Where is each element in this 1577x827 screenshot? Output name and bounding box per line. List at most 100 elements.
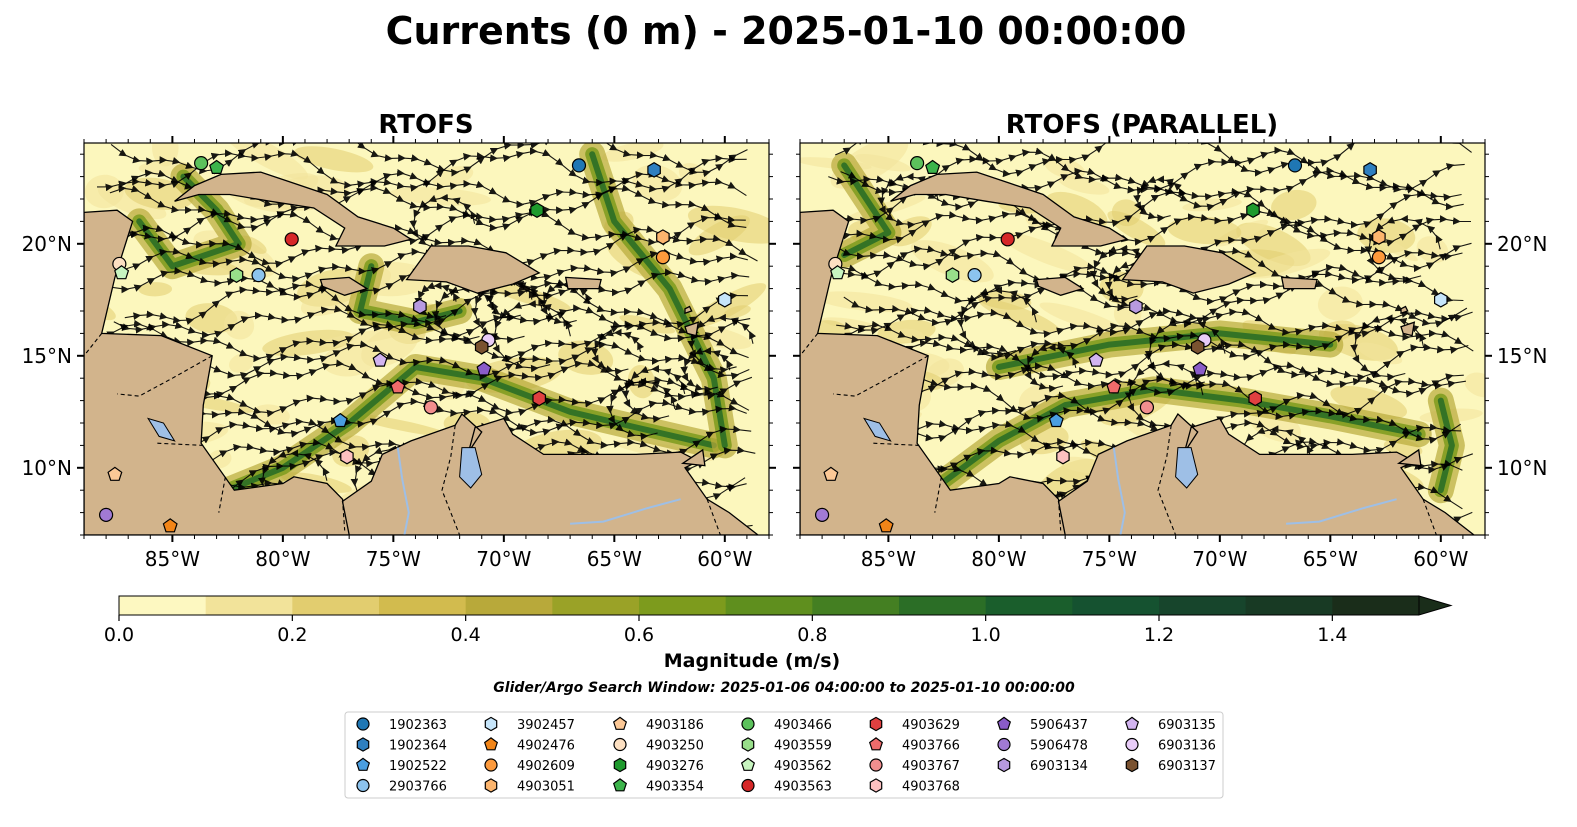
float-marker-4903768 xyxy=(1056,448,1070,465)
lon-tick-label: 75°W xyxy=(1082,547,1137,571)
legend-label: 6903137 xyxy=(1158,759,1216,774)
map-panel-rtofs: 85°W 80°W 75°W 70°W 65°W 60°W 10°N 15°N 20°N xyxy=(22,136,776,571)
lake-polygon xyxy=(146,417,176,442)
float-marker-1902522 xyxy=(332,412,348,428)
colorbar-frame xyxy=(118,595,1419,616)
float-marker-4903276 xyxy=(1246,202,1260,218)
float-marker-4902476 xyxy=(878,518,894,533)
figure-title: Currents (0 m) - 2025-01-10 00:00:00 xyxy=(386,9,1187,53)
colorbar-segment xyxy=(812,596,900,615)
legend-marker-4903629 xyxy=(869,716,883,732)
float-marker-4903766 xyxy=(1106,379,1122,394)
legend-marker-3902457 xyxy=(484,716,498,732)
float-marker-5906478 xyxy=(814,507,830,522)
legend-label: 2903766 xyxy=(389,780,447,795)
legend-marker-4903276 xyxy=(613,757,627,773)
country-border xyxy=(706,499,721,535)
colorbar-segment xyxy=(899,596,987,615)
float-marker-4903562 xyxy=(830,265,846,280)
legend-label: 4903629 xyxy=(902,718,960,733)
float-marker-4903559 xyxy=(229,267,244,283)
colorbar-tick-label: 0.4 xyxy=(451,624,481,646)
legend-label: 4903276 xyxy=(646,759,704,774)
legend-marker-4903768 xyxy=(869,778,883,793)
float-marker-4903186 xyxy=(107,466,123,481)
float-marker-6903135 xyxy=(372,352,388,367)
legend-marker-4903354 xyxy=(612,778,628,792)
legend-label: 5906437 xyxy=(1030,718,1088,733)
lon-tick-label: 70°W xyxy=(1192,547,1247,571)
colorbar-segment xyxy=(292,596,380,615)
float-marker-2903766 xyxy=(251,268,266,283)
land-polygon xyxy=(1400,321,1416,337)
legend-marker-2903766 xyxy=(356,778,370,793)
legend-marker-6903135 xyxy=(1124,716,1140,730)
land-polygon xyxy=(1121,245,1257,294)
legend-label: 1902522 xyxy=(389,759,447,774)
legend-label: 4902609 xyxy=(517,759,575,774)
legend-marker-4903466 xyxy=(741,717,755,731)
colorbar-tick-label: 0.0 xyxy=(104,624,134,646)
land-polygon xyxy=(1396,448,1422,467)
float-marker-5906437 xyxy=(476,361,492,376)
lat-tick-label: 15°N xyxy=(1497,344,1547,368)
colorbar-segment xyxy=(1245,596,1333,615)
colorbar-extend-arrow xyxy=(1418,595,1453,616)
float-marker-1902363 xyxy=(571,158,587,173)
colorbar-segment xyxy=(1159,596,1247,615)
lon-tick-label: 75°W xyxy=(366,547,421,571)
colorbar-segment xyxy=(552,596,640,615)
float-marker-6903134 xyxy=(1129,298,1143,315)
country-border xyxy=(934,476,942,513)
colorbar-tick-label: 0.8 xyxy=(797,624,827,646)
float-marker-1902364 xyxy=(647,162,661,178)
land-polygon xyxy=(1400,305,1409,315)
land-polygon xyxy=(1057,412,1476,535)
float-legend: 1902363 1902364 1902522 2903766 3902457 49024… xyxy=(344,711,1224,799)
colorbar-tick-label: 1.4 xyxy=(1317,624,1347,646)
lake-polygon xyxy=(459,447,483,489)
lake-polygon xyxy=(862,417,892,442)
legend-label: 3902457 xyxy=(517,718,575,733)
legend-label: 1902363 xyxy=(389,718,447,733)
lon-tick-label: 70°W xyxy=(476,547,531,571)
river-line xyxy=(1286,498,1397,525)
country-border xyxy=(800,333,819,357)
legend-label: 4903354 xyxy=(646,780,704,795)
colorbar-segment xyxy=(985,596,1073,615)
legend-marker-5906478 xyxy=(997,737,1011,752)
lon-tick-label: 85°W xyxy=(861,547,916,571)
colorbar-segment xyxy=(1072,596,1160,615)
colorbar-tick-label: 1.0 xyxy=(971,624,1001,646)
colorbar-segment xyxy=(465,596,553,615)
float-marker-4903466 xyxy=(910,156,925,171)
colorbar: 0.0 0.2 0.4 0.6 0.8 1.0 1.2 1.4 xyxy=(104,595,1453,646)
land-polygon xyxy=(680,448,706,467)
legend-marker-4903562 xyxy=(740,757,756,771)
legend-label: 6903134 xyxy=(1030,759,1088,774)
float-marker-4903563 xyxy=(1000,232,1015,247)
lat-tick-label: 15°N xyxy=(22,344,72,368)
river-line xyxy=(570,498,681,525)
lat-tick-label: 20°N xyxy=(1497,232,1547,256)
lon-tick-label: 65°W xyxy=(587,547,642,571)
legend-marker-6903134 xyxy=(997,757,1011,773)
float-marker-4902609 xyxy=(655,250,671,265)
country-border xyxy=(833,355,929,397)
land-polygon xyxy=(1035,276,1085,296)
country-border xyxy=(441,425,461,535)
legend-label: 4902476 xyxy=(517,739,575,754)
legend-label: 4903767 xyxy=(902,759,960,774)
float-marker-4903051 xyxy=(1372,229,1386,245)
legend-label: 4903559 xyxy=(774,739,832,754)
lon-tick-label: 60°W xyxy=(1413,547,1468,571)
float-marker-3902457 xyxy=(718,292,732,308)
legend-label: 4903768 xyxy=(902,780,960,795)
country-border xyxy=(1157,425,1177,535)
lat-tick-label: 10°N xyxy=(22,456,72,480)
legend-label: 6903136 xyxy=(1158,739,1216,754)
float-marker-6903137 xyxy=(474,339,489,355)
legend-marker-4902609 xyxy=(484,758,498,772)
legend-marker-4903563 xyxy=(741,778,755,793)
